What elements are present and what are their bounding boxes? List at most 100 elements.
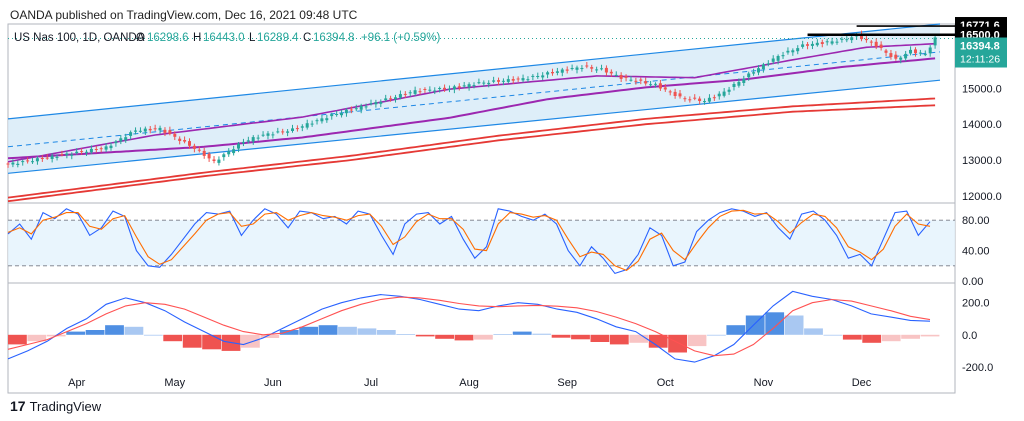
candle-body bbox=[526, 79, 530, 81]
candle-body bbox=[114, 141, 118, 144]
candle-body bbox=[654, 83, 657, 85]
candle-body bbox=[781, 55, 785, 57]
macd-tick: 0.0 bbox=[962, 330, 977, 342]
candle-body bbox=[894, 54, 898, 59]
candle-body bbox=[188, 141, 191, 146]
candle-body bbox=[354, 108, 358, 110]
candle-body bbox=[423, 89, 427, 90]
candle-body bbox=[825, 41, 829, 43]
candle-body bbox=[183, 140, 187, 142]
candle-body bbox=[801, 44, 805, 47]
candle-body bbox=[31, 161, 34, 163]
candle-body bbox=[644, 81, 648, 84]
candle-body bbox=[933, 37, 937, 46]
candle-body bbox=[134, 130, 137, 132]
countdown-label: 12:11:26 bbox=[960, 54, 1000, 66]
macd-hist-bar bbox=[299, 326, 319, 335]
candle-body bbox=[241, 141, 245, 144]
macd-hist-bar bbox=[260, 334, 280, 338]
candle-body bbox=[168, 130, 172, 134]
macd-hist-bar bbox=[804, 328, 823, 335]
open-label: O bbox=[136, 32, 145, 44]
candle-body bbox=[124, 137, 128, 141]
footer-brand[interactable]: 17 TradingView bbox=[10, 398, 101, 414]
candle-body bbox=[99, 148, 103, 150]
channel-upper bbox=[7, 23, 941, 120]
candle-body bbox=[119, 138, 123, 142]
macd-hist-bar bbox=[474, 334, 493, 340]
candle-body bbox=[40, 158, 44, 159]
brand-name: TradingView bbox=[29, 398, 102, 414]
candle-body bbox=[45, 157, 49, 159]
macd-hist-bar bbox=[376, 330, 396, 335]
month-label: Sep bbox=[557, 377, 577, 389]
symbol-name: US Nas 100, 1D, OANDA bbox=[14, 32, 145, 44]
macd-hist-bar bbox=[609, 334, 629, 345]
candle-body bbox=[639, 79, 643, 81]
candle-body bbox=[668, 91, 672, 93]
candle-body bbox=[928, 47, 932, 54]
candle-body bbox=[595, 69, 599, 71]
candle-body bbox=[761, 64, 765, 69]
candle-body bbox=[629, 79, 633, 81]
stoch-tick: 0.00 bbox=[962, 276, 983, 288]
candle-body bbox=[472, 85, 476, 87]
candle-body bbox=[50, 155, 54, 159]
candle-body bbox=[359, 105, 363, 110]
candle-body bbox=[531, 75, 535, 77]
candle-body bbox=[143, 128, 147, 132]
month-label: May bbox=[164, 377, 185, 389]
low-value: 16289.4 bbox=[257, 32, 299, 44]
candle-body bbox=[217, 159, 221, 163]
candle-body bbox=[874, 41, 878, 47]
macd-hist-bar bbox=[512, 331, 532, 335]
candle-body bbox=[266, 133, 270, 136]
macd-hist-bar bbox=[8, 334, 27, 345]
candle-body bbox=[850, 37, 854, 41]
candle-body bbox=[487, 82, 491, 85]
candle-body bbox=[688, 99, 692, 101]
candle-body bbox=[511, 79, 515, 81]
candle-body bbox=[246, 140, 250, 142]
candle-body bbox=[408, 92, 412, 94]
candle-body bbox=[752, 72, 756, 74]
candle-body bbox=[555, 71, 559, 73]
candle-body bbox=[433, 90, 437, 92]
candle-body bbox=[766, 63, 770, 65]
candle-body bbox=[673, 91, 677, 96]
macd-hist-bar bbox=[532, 333, 552, 335]
candle-body bbox=[884, 50, 888, 53]
candle-body bbox=[918, 52, 922, 54]
macd-hist-bar bbox=[318, 325, 338, 335]
candle-body bbox=[75, 151, 79, 153]
candle-body bbox=[560, 69, 564, 73]
close-value: 16394.8 bbox=[313, 32, 355, 44]
candle-body bbox=[202, 150, 206, 156]
candle-body bbox=[394, 97, 397, 100]
candle-body bbox=[276, 131, 280, 133]
month-label: Aug bbox=[459, 377, 479, 389]
candle-body bbox=[845, 39, 849, 41]
candle-body bbox=[94, 149, 98, 150]
candle-body bbox=[840, 38, 844, 40]
macd-hist-bar bbox=[454, 334, 474, 341]
macd-hist-bar bbox=[862, 334, 882, 343]
candle-body bbox=[173, 133, 177, 137]
candle-body bbox=[65, 153, 69, 155]
symbol-legend: US Nas 100, 1D, OANDA O 16298.6 H 16443.… bbox=[14, 32, 440, 44]
macd-hist-bar bbox=[124, 326, 144, 335]
stoch-band bbox=[8, 220, 955, 266]
candle-body bbox=[443, 87, 446, 90]
candle-body bbox=[506, 79, 510, 82]
candle-body bbox=[89, 148, 93, 153]
candle-body bbox=[55, 156, 59, 158]
candle-body bbox=[163, 129, 167, 133]
macd-hist-bar bbox=[338, 326, 357, 335]
candle-body bbox=[251, 137, 255, 142]
candle-body bbox=[717, 93, 721, 97]
candle-body bbox=[600, 68, 603, 70]
candle-body bbox=[904, 53, 908, 59]
candle-body bbox=[35, 158, 39, 162]
macd-hist-bar bbox=[163, 334, 183, 342]
